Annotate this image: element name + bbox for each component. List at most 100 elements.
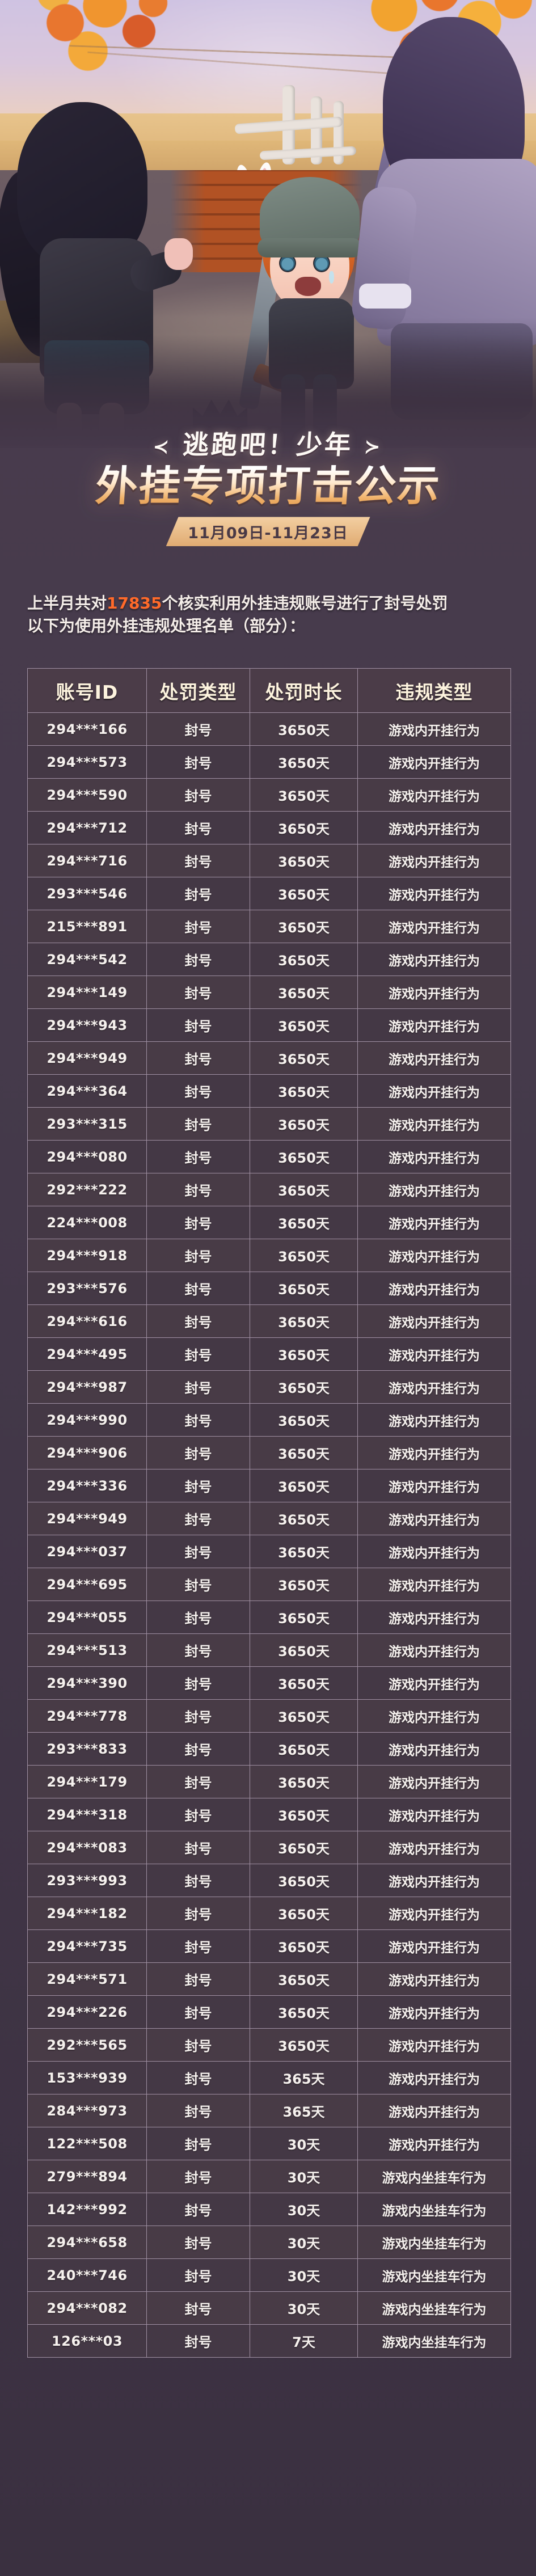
- table-row: 294***906 封号 3650天 游戏内开挂行为: [27, 1436, 511, 1469]
- cell-violation-type: 游戏内开挂行为: [357, 1798, 511, 1831]
- cell-account-id: 294***390: [27, 1666, 147, 1700]
- cell-penalty-type: 封号: [146, 2258, 250, 2292]
- table-row: 294***735 封号 3650天 游戏内开挂行为: [27, 1929, 511, 1963]
- cell-penalty-duration: 3650天: [250, 1337, 358, 1371]
- cell-violation-type: 游戏内开挂行为: [357, 1074, 511, 1108]
- cell-account-id: 293***315: [27, 1107, 147, 1141]
- cell-penalty-duration: 3650天: [250, 1929, 358, 1963]
- cell-penalty-duration: 3650天: [250, 1962, 358, 1996]
- cell-penalty-type: 封号: [146, 2028, 250, 2062]
- cell-penalty-type: 封号: [146, 2094, 250, 2127]
- cell-penalty-duration: 365天: [250, 2061, 358, 2094]
- cell-penalty-type: 封号: [146, 1535, 250, 1568]
- cell-penalty-duration: 3650天: [250, 1074, 358, 1108]
- table-row: 294***943 封号 3650天 游戏内开挂行为: [27, 1008, 511, 1042]
- cell-penalty-type: 封号: [146, 2226, 250, 2259]
- cell-violation-type: 游戏内开挂行为: [357, 1403, 511, 1437]
- cell-violation-type: 游戏内开挂行为: [357, 712, 511, 746]
- cell-account-id: 294***336: [27, 1469, 147, 1502]
- cell-violation-type: 游戏内开挂行为: [357, 1732, 511, 1766]
- cell-penalty-type: 封号: [146, 1337, 250, 1371]
- cell-penalty-type: 封号: [146, 1140, 250, 1173]
- cell-violation-type: 游戏内开挂行为: [357, 1995, 511, 2029]
- table-row: 215***891 封号 3650天 游戏内开挂行为: [27, 910, 511, 943]
- table-row: 294***918 封号 3650天 游戏内开挂行为: [27, 1239, 511, 1272]
- cell-violation-type: 游戏内开挂行为: [357, 1502, 511, 1535]
- cell-account-id: 215***891: [27, 910, 147, 943]
- table-row: 294***616 封号 3650天 游戏内开挂行为: [27, 1304, 511, 1338]
- cell-violation-type: 游戏内开挂行为: [357, 1864, 511, 1897]
- cell-account-id: 240***746: [27, 2258, 147, 2292]
- table-row: 294***590 封号 3650天 游戏内开挂行为: [27, 778, 511, 812]
- cell-account-id: 294***712: [27, 811, 147, 844]
- cell-penalty-type: 封号: [146, 712, 250, 746]
- cell-penalty-duration: 3650天: [250, 1239, 358, 1272]
- description-line-2: 以下为使用外挂违规处理名单（部分）：: [27, 616, 306, 635]
- cell-penalty-duration: 3650天: [250, 1469, 358, 1502]
- cell-penalty-duration: 3650天: [250, 1995, 358, 2029]
- table-row: 294***542 封号 3650天 游戏内开挂行为: [27, 943, 511, 976]
- cell-account-id: 294***166: [27, 712, 147, 746]
- cell-penalty-type: 封号: [146, 1272, 250, 1305]
- cell-account-id: 294***949: [27, 1502, 147, 1535]
- cell-violation-type: 游戏内开挂行为: [357, 1962, 511, 1996]
- cell-penalty-type: 封号: [146, 943, 250, 976]
- cell-penalty-duration: 30天: [250, 2258, 358, 2292]
- table-row: 294***573 封号 3650天 游戏内开挂行为: [27, 745, 511, 779]
- cell-penalty-type: 封号: [146, 1370, 250, 1404]
- desc-suffix: 个核实利用外挂违规账号进行了封号处罚: [162, 594, 448, 613]
- cell-penalty-type: 封号: [146, 1897, 250, 1930]
- cell-account-id: 294***179: [27, 1765, 147, 1798]
- cell-penalty-duration: 3650天: [250, 1041, 358, 1075]
- cell-penalty-duration: 3650天: [250, 745, 358, 779]
- cell-violation-type: 游戏内坐挂车行为: [357, 2193, 511, 2226]
- cell-penalty-type: 封号: [146, 1568, 250, 1601]
- ban-count: 17835: [107, 594, 162, 613]
- cell-violation-type: 游戏内开挂行为: [357, 877, 511, 910]
- cell-penalty-duration: 3650天: [250, 1666, 358, 1700]
- cell-penalty-type: 封号: [146, 1304, 250, 1338]
- cell-account-id: 294***318: [27, 1798, 147, 1831]
- table-row: 293***993 封号 3650天 游戏内开挂行为: [27, 1864, 511, 1897]
- cell-violation-type: 游戏内开挂行为: [357, 1436, 511, 1469]
- ban-list-table: 账号ID 处罚类型 处罚时长 违规类型 294***166 封号 3650天 游戏内开…: [27, 668, 511, 2358]
- cell-violation-type: 游戏内开挂行为: [357, 811, 511, 844]
- cell-account-id: 294***590: [27, 778, 147, 812]
- cell-penalty-duration: 3650天: [250, 1173, 358, 1206]
- table-row: 294***495 封号 3650天 游戏内开挂行为: [27, 1337, 511, 1371]
- cell-violation-type: 游戏内开挂行为: [357, 1601, 511, 1634]
- cell-penalty-duration: 3650天: [250, 1601, 358, 1634]
- swish-right-icon: ≻: [363, 435, 383, 458]
- hero-key-art: [0, 0, 536, 448]
- cell-penalty-duration: 3650天: [250, 1699, 358, 1733]
- table-row: 294***149 封号 3650天 游戏内开挂行为: [27, 975, 511, 1009]
- table-row: 293***833 封号 3650天 游戏内开挂行为: [27, 1732, 511, 1766]
- cell-account-id: 294***226: [27, 1995, 147, 2029]
- cell-violation-type: 游戏内开挂行为: [357, 1897, 511, 1930]
- table-row: 294***336 封号 3650天 游戏内开挂行为: [27, 1469, 511, 1502]
- ban-list-table-wrapper: 账号ID 处罚类型 处罚时长 违规类型 294***166 封号 3650天 游戏内开…: [27, 668, 511, 2358]
- table-row: 294***390 封号 3650天 游戏内开挂行为: [27, 1666, 511, 1700]
- table-header-row: 账号ID 处罚类型 处罚时长 违规类型: [27, 668, 511, 713]
- table-row: 284***973 封号 365天 游戏内开挂行为: [27, 2094, 511, 2127]
- cell-violation-type: 游戏内开挂行为: [357, 1568, 511, 1601]
- cell-penalty-type: 封号: [146, 778, 250, 812]
- cell-penalty-type: 封号: [146, 1633, 250, 1667]
- cell-account-id: 293***576: [27, 1272, 147, 1305]
- cell-penalty-type: 封号: [146, 745, 250, 779]
- cell-violation-type: 游戏内开挂行为: [357, 1107, 511, 1141]
- table-row: 293***576 封号 3650天 游戏内开挂行为: [27, 1272, 511, 1305]
- cell-account-id: 294***080: [27, 1140, 147, 1173]
- cell-penalty-type: 封号: [146, 1239, 250, 1272]
- table-body: 294***166 封号 3650天 游戏内开挂行为 294***573 封号 3650天游…: [27, 712, 511, 2358]
- cell-violation-type: 游戏内开挂行为: [357, 2061, 511, 2094]
- cell-penalty-type: 封号: [146, 2127, 250, 2160]
- cell-violation-type: 游戏内坐挂车行为: [357, 2226, 511, 2259]
- cell-account-id: 224***008: [27, 1206, 147, 1239]
- table-row: 224***008 封号 3650天 游戏内开挂行为: [27, 1206, 511, 1239]
- cell-violation-type: 游戏内开挂行为: [357, 1633, 511, 1667]
- cell-penalty-type: 封号: [146, 1864, 250, 1897]
- cell-violation-type: 游戏内开挂行为: [357, 1535, 511, 1568]
- cell-penalty-duration: 3650天: [250, 1798, 358, 1831]
- cell-violation-type: 游戏内坐挂车行为: [357, 2291, 511, 2325]
